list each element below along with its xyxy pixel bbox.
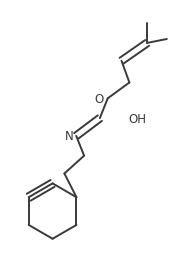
Text: OH: OH [128, 113, 146, 125]
Text: O: O [94, 93, 104, 106]
Text: N: N [64, 130, 73, 144]
